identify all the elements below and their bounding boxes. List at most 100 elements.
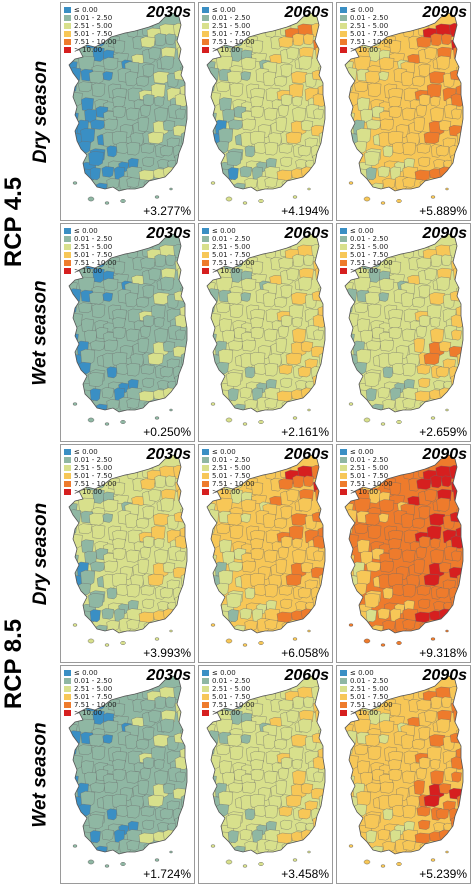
district-region (229, 303, 244, 318)
district-region (365, 291, 381, 305)
district-region (69, 846, 81, 854)
district-region (226, 151, 242, 166)
district-region (401, 71, 414, 87)
district-region (69, 183, 81, 191)
legend-entry: 5.01 - 7.50 (340, 30, 393, 38)
district-region (153, 538, 165, 549)
district-region (278, 478, 294, 490)
district-region (218, 570, 234, 586)
district-region (318, 352, 325, 366)
district-region (228, 561, 244, 572)
district-region (402, 840, 416, 851)
district-region (264, 840, 278, 851)
island (242, 643, 248, 647)
district-region (78, 302, 93, 314)
district-region (228, 340, 244, 351)
district-region (250, 759, 264, 771)
district-region (126, 619, 140, 630)
legend-entry: 7.51 - 10.00 (340, 38, 393, 46)
district-region (89, 291, 105, 305)
map-legend: ≤ 0.00 0.01 - 2.50 2.51 - 5.00 5.01 - 7.50 7… (202, 669, 255, 717)
legend-label: 0.01 - 2.50 (212, 14, 251, 22)
district-region (312, 613, 325, 623)
legend-label: ≤ 0.00 (350, 227, 374, 235)
legend-label: 5.01 - 7.50 (74, 472, 113, 480)
legend-entry: > 10.00 (64, 46, 117, 54)
district-region (264, 142, 279, 156)
district-region (366, 782, 382, 793)
district-region (160, 276, 175, 291)
legend-entry: 2.51 - 5.00 (202, 685, 255, 693)
district-region (280, 315, 293, 327)
district-region (264, 177, 278, 188)
district-region (291, 96, 303, 107)
legend-swatch (340, 31, 347, 37)
district-region (106, 399, 120, 410)
district-region (227, 388, 239, 402)
district-region (292, 254, 305, 268)
district-region (157, 380, 169, 390)
district-region (111, 572, 128, 588)
district-region (291, 71, 308, 84)
legend-label: 5.01 - 7.50 (212, 30, 251, 38)
district-region (239, 608, 252, 620)
district-region (377, 387, 390, 399)
district-region (207, 598, 216, 609)
district-region (69, 92, 83, 107)
district-region (264, 549, 278, 563)
legend-swatch (202, 670, 209, 676)
district-region (207, 846, 219, 854)
district-region (102, 292, 113, 302)
legend-label: > 10.00 (74, 267, 103, 275)
legend-swatch (340, 47, 347, 53)
district-region (216, 140, 229, 154)
district-region (418, 63, 431, 77)
district-region (218, 791, 234, 807)
district-region (416, 257, 432, 269)
legend-swatch (64, 23, 71, 29)
district-region (441, 696, 452, 708)
district-region (388, 548, 402, 560)
district-region (89, 70, 105, 84)
district-region (313, 771, 324, 783)
legend-label: 7.51 - 10.00 (212, 480, 255, 488)
district-region (91, 303, 106, 318)
district-region (382, 620, 396, 631)
scenario-label: RCP 4.5 (0, 2, 28, 442)
legend-entry: 5.01 - 7.50 (340, 693, 393, 701)
coastline (344, 233, 464, 413)
district-region (138, 169, 155, 181)
district-region (418, 505, 431, 519)
district-region (451, 329, 462, 341)
district-region (244, 808, 256, 821)
coastline (68, 233, 188, 413)
district-region (278, 36, 294, 48)
district-region (90, 340, 106, 351)
district-region (69, 829, 78, 842)
legend-entry: ≤ 0.00 (202, 448, 255, 456)
district-region (278, 699, 294, 711)
map-panel: ≤ 0.00 0.01 - 2.50 2.51 - 5.00 5.01 - 7.50 7… (336, 444, 471, 663)
district-region (354, 81, 369, 93)
district-region (365, 70, 381, 84)
legend-label: 0.01 - 2.50 (350, 677, 389, 685)
district-region (412, 739, 426, 750)
legend-entry: 2.51 - 5.00 (64, 243, 117, 251)
district-region (69, 554, 79, 565)
district-region (207, 625, 219, 633)
island (380, 864, 386, 868)
district-region (175, 329, 186, 341)
district-region (241, 560, 257, 573)
district-region (364, 814, 380, 829)
legend-swatch (64, 670, 71, 676)
district-region (430, 770, 445, 785)
district-region (216, 302, 231, 314)
map-panel: ≤ 0.00 0.01 - 2.50 2.51 - 5.00 5.01 - 7.50 7… (198, 2, 333, 221)
district-region (429, 513, 446, 526)
legend-swatch (202, 15, 209, 21)
district-region (140, 478, 156, 490)
district-region (291, 734, 308, 747)
legend-swatch (64, 449, 71, 455)
district-region (280, 819, 293, 830)
district-region (401, 292, 414, 308)
